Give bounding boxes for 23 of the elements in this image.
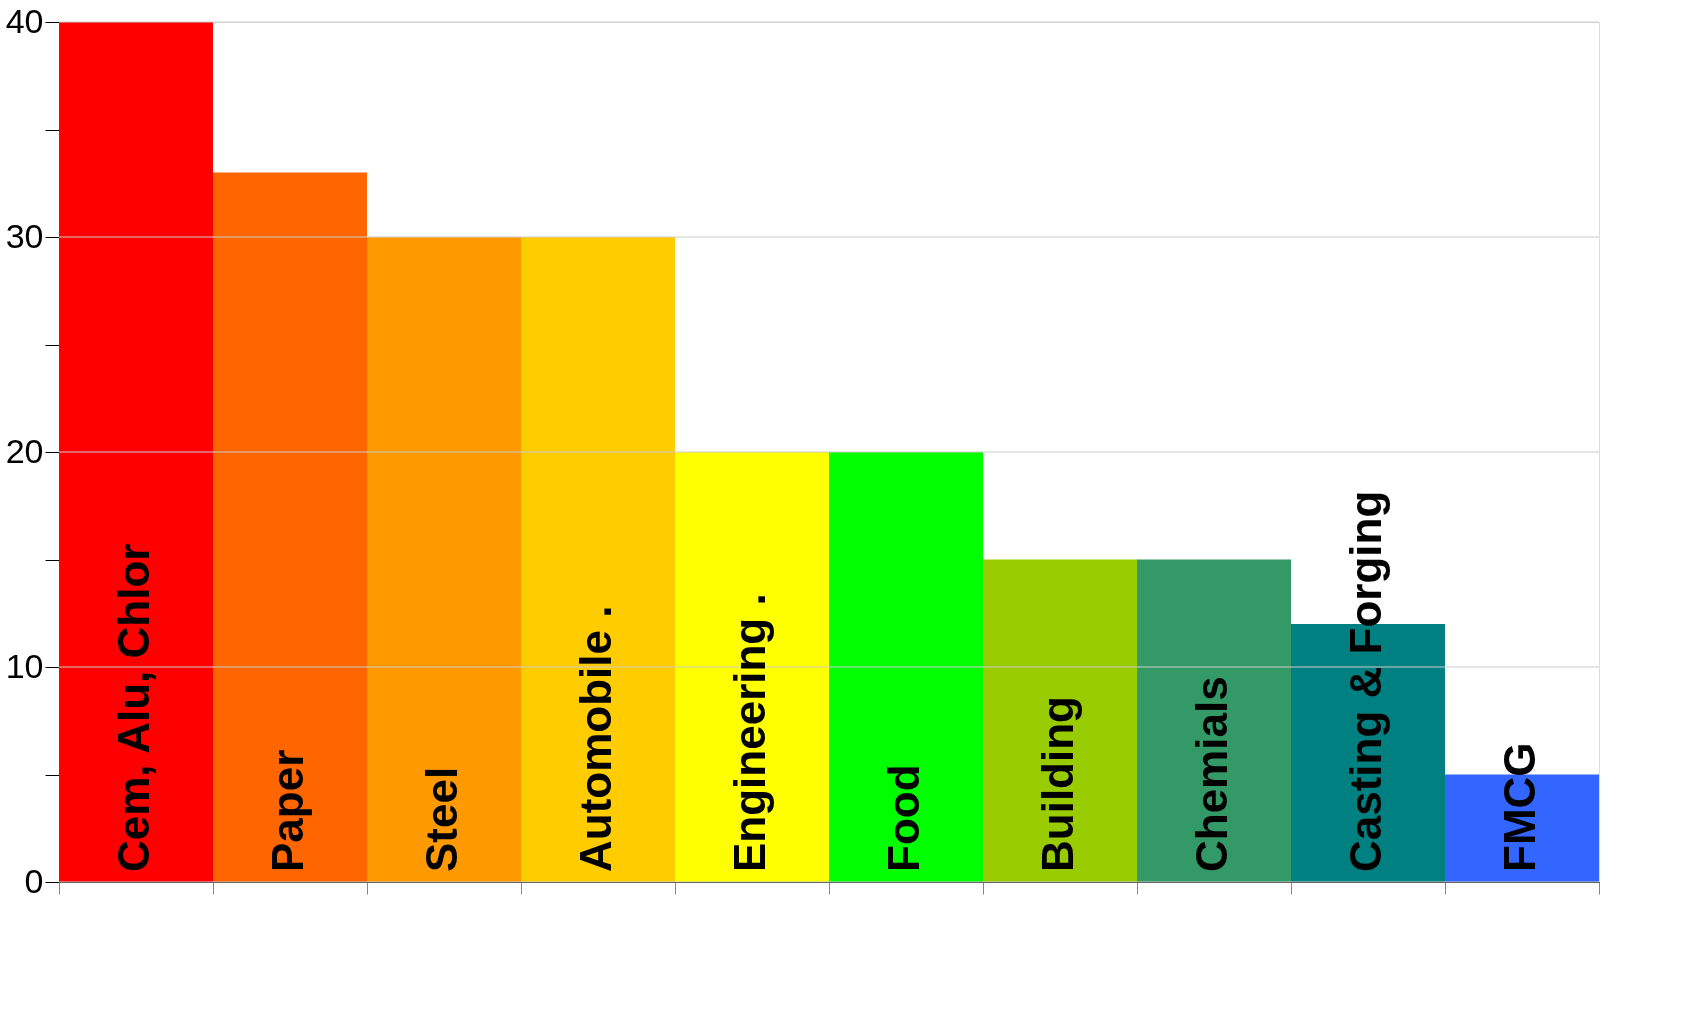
x-tick-label: Chemials	[1187, 676, 1236, 872]
x-tick-label: Food	[879, 764, 928, 872]
bar	[521, 237, 675, 882]
bar	[213, 172, 367, 882]
x-tick-label: Paper	[263, 749, 312, 872]
bar	[59, 22, 213, 882]
x-tick-label: Engineering .	[725, 593, 774, 872]
x-tick-label: Steel	[417, 766, 466, 872]
x-tick-label: Cem, Alu, Chlor	[109, 543, 158, 872]
x-tick-label: Building	[1033, 696, 1082, 872]
y-tick-label: 0	[24, 861, 44, 900]
x-tick-label: Automobile .	[571, 605, 620, 872]
x-tick-label: FMCG	[1495, 742, 1544, 872]
y-tick-label: 30	[5, 216, 44, 255]
x-tick-label: Casting & Forging	[1341, 490, 1390, 872]
bar	[983, 559, 1137, 882]
bar	[367, 237, 521, 882]
y-tick-label: 10	[5, 646, 44, 685]
y-tick-label: 20	[5, 431, 44, 470]
bar	[829, 452, 983, 882]
bar	[675, 452, 829, 882]
bar	[1137, 559, 1291, 882]
y-tick-label: 40	[5, 1, 44, 40]
